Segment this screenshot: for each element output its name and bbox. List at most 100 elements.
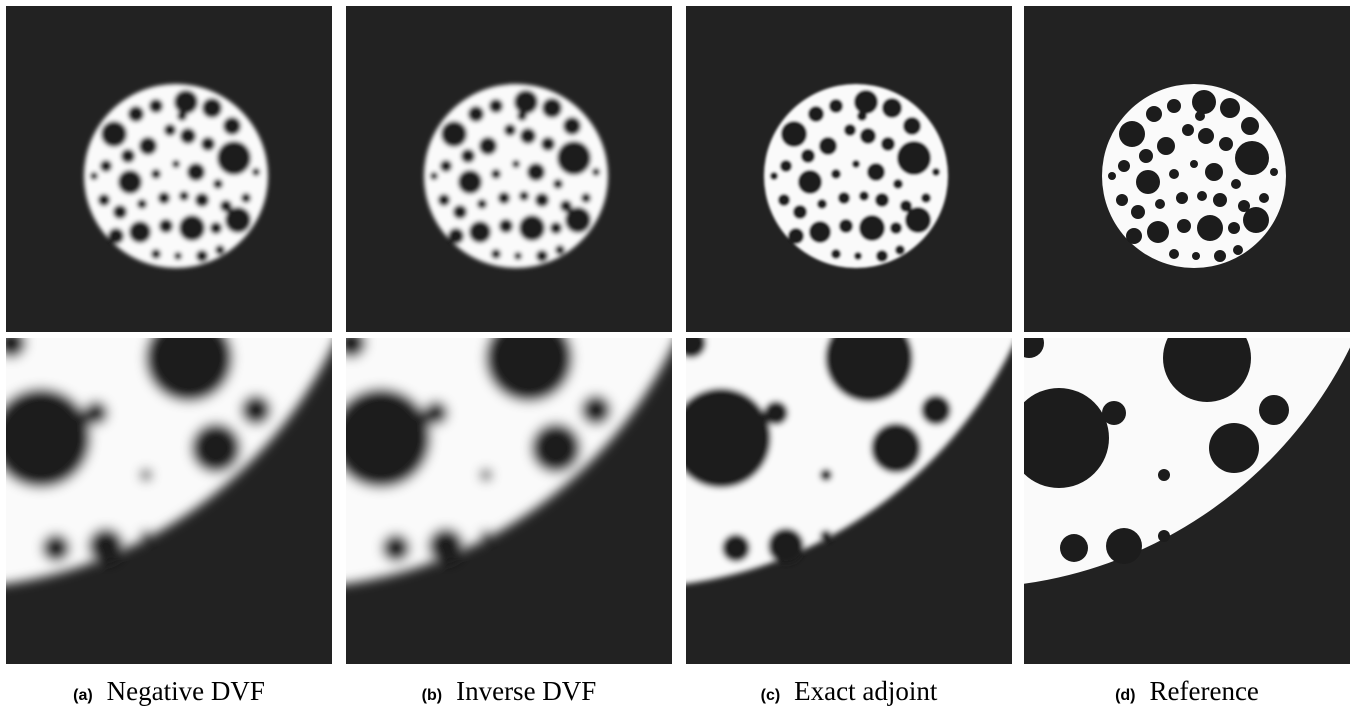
hole (770, 172, 778, 180)
hole (905, 207, 931, 233)
hole (535, 193, 549, 207)
hole (187, 163, 205, 181)
caption: (a)Negative DVF (73, 676, 265, 706)
hole (1169, 169, 1179, 179)
hole (1126, 228, 1142, 244)
hole (563, 117, 581, 135)
hole (764, 401, 788, 425)
hole (1014, 328, 1044, 358)
hole (793, 205, 807, 219)
hole (174, 252, 182, 260)
hole (159, 219, 173, 233)
hole (1259, 395, 1289, 425)
hole (223, 117, 241, 135)
hole (541, 137, 555, 151)
hole (498, 192, 510, 204)
hole (897, 141, 931, 175)
hole (1220, 98, 1240, 118)
hole (458, 170, 482, 194)
hole (177, 111, 187, 121)
hole (844, 124, 856, 136)
hole (819, 137, 837, 155)
caption: (d)Reference (1115, 676, 1259, 706)
hole (98, 194, 110, 206)
hole (42, 534, 70, 562)
hole (517, 111, 527, 121)
hole (252, 168, 260, 176)
hole (838, 192, 850, 204)
hole (557, 141, 591, 175)
hole (859, 191, 869, 201)
hole (1209, 423, 1259, 473)
hole (788, 228, 804, 244)
phantom (84, 84, 268, 268)
hole (1182, 124, 1194, 136)
hole (108, 228, 124, 244)
hole (151, 169, 161, 179)
hole (531, 423, 581, 473)
hole (128, 106, 144, 122)
hole (1233, 245, 1243, 255)
hole (1131, 205, 1145, 219)
hole (581, 395, 611, 425)
hole (1270, 168, 1278, 176)
panel-caption: Exact adjoint (794, 676, 938, 706)
hole (1192, 90, 1216, 114)
hole (241, 193, 251, 203)
hole (542, 98, 562, 118)
hole (519, 191, 529, 201)
hole (1235, 141, 1269, 175)
hole (520, 128, 536, 144)
hole (514, 90, 538, 114)
hole (1108, 172, 1116, 180)
hole (1190, 160, 1198, 168)
hole (480, 530, 492, 542)
hole (1116, 194, 1128, 206)
hole (499, 219, 513, 233)
hole (1169, 249, 1179, 259)
hole (1102, 401, 1126, 425)
hole (671, 388, 771, 488)
hole (118, 170, 142, 194)
hole (536, 250, 548, 262)
hole (1213, 193, 1227, 207)
hole (479, 137, 497, 155)
hole (1118, 160, 1130, 172)
panel-caption: Negative DVF (107, 676, 265, 706)
hole (854, 252, 862, 260)
hole (101, 121, 127, 147)
hole (180, 128, 196, 144)
hole (202, 98, 222, 118)
hole (1192, 252, 1200, 260)
hole (1231, 179, 1241, 189)
panel-label: (b) (422, 687, 442, 704)
hole (1136, 170, 1160, 194)
hole (90, 172, 98, 180)
hole (1198, 128, 1214, 144)
hole (1176, 192, 1188, 204)
hole (430, 172, 438, 180)
hole (1155, 199, 1165, 209)
figure: (a)Negative DVF(b)Inverse DVF(c)Exact ad… (0, 0, 1352, 718)
hole (1219, 137, 1233, 151)
hole (592, 168, 600, 176)
hole (881, 137, 895, 151)
hole (1119, 121, 1145, 147)
hole (512, 160, 520, 168)
hole (84, 401, 108, 425)
hole (527, 163, 545, 181)
hole (921, 395, 951, 425)
hole (382, 534, 410, 562)
hole (213, 179, 223, 189)
phantom (424, 84, 608, 268)
hole (424, 401, 448, 425)
hole (491, 169, 501, 179)
hole (817, 199, 827, 209)
hole (839, 219, 853, 233)
hole (932, 168, 940, 176)
hole (137, 199, 147, 209)
hole (831, 249, 841, 259)
hole (179, 215, 205, 241)
hole (480, 469, 492, 481)
hole (1214, 250, 1226, 262)
